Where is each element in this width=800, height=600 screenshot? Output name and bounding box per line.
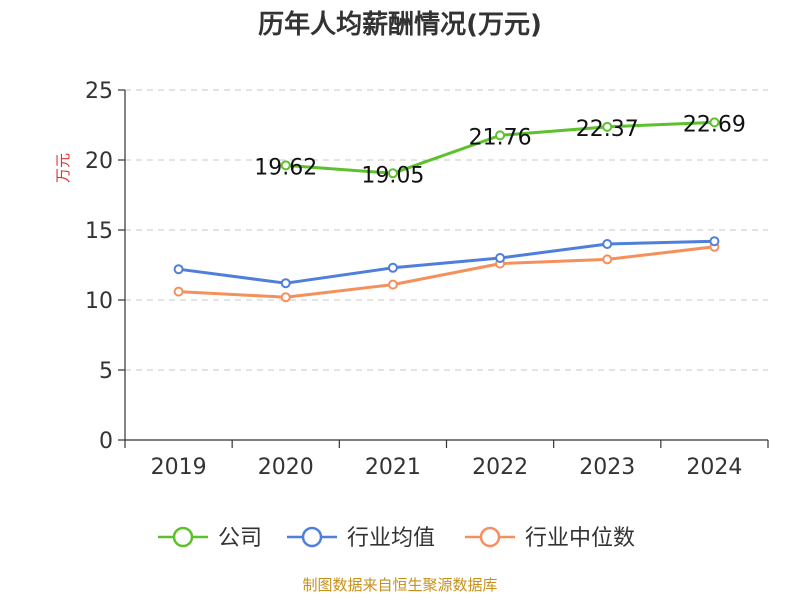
legend-marker — [172, 526, 194, 548]
y-axis-label: 万元 — [54, 153, 72, 183]
legend-item-2[interactable]: 行业均值 — [287, 526, 435, 551]
series-group: 19.62 19.05 21.76 22.37 22.69 — [173, 112, 746, 303]
y-tick-label: 20 — [85, 149, 113, 174]
data-label: 21.76 — [469, 125, 532, 150]
data-point[interactable] — [495, 253, 506, 263]
x-tick-label-2024: 2024 — [686, 455, 742, 480]
legend[interactable]: 公司 行业均值 行业中位数 — [158, 526, 635, 551]
x-tick-label-2019: 2019 — [151, 455, 207, 480]
legend-marker — [479, 526, 501, 548]
data-point[interactable] — [602, 254, 613, 265]
x-tick-label-2022: 2022 — [472, 455, 528, 480]
data-point[interactable] — [602, 239, 613, 249]
data-point[interactable] — [602, 121, 613, 132]
legend-marker — [301, 526, 323, 548]
legend-label: 行业均值 — [347, 526, 435, 551]
axes: 0 5 10 15 20 25 2019 2020 2021 2022 2023 2024 — [85, 79, 769, 480]
data-point[interactable] — [280, 278, 291, 289]
data-label: 22.37 — [576, 117, 639, 142]
chart-title: 历年人均薪酬情况(万元) — [258, 9, 542, 40]
data-point[interactable] — [173, 264, 184, 275]
data-point[interactable] — [387, 168, 398, 179]
source-note: 制图数据来自恒生聚源数据库 — [302, 576, 497, 594]
y-tick-label: 25 — [85, 79, 113, 104]
y-tick-label: 15 — [85, 219, 113, 244]
series-line-2 — [178, 239, 715, 285]
legend-item-3[interactable]: 行业中位数 — [465, 526, 635, 551]
y-tick-label: 5 — [99, 359, 113, 384]
data-point[interactable] — [709, 117, 720, 128]
data-label: 22.69 — [683, 112, 746, 137]
data-point[interactable] — [387, 262, 398, 273]
data-label: 19.05 — [361, 163, 424, 188]
x-tick-label-2023: 2023 — [579, 455, 635, 480]
legend-label: 公司 — [218, 526, 262, 551]
data-point[interactable] — [495, 130, 506, 141]
data-point[interactable] — [709, 236, 720, 247]
data-point[interactable] — [280, 292, 291, 303]
y-tick-label: 10 — [85, 289, 113, 314]
series-line-3 — [178, 245, 715, 299]
legend-label: 行业中位数 — [525, 526, 635, 551]
data-point[interactable] — [173, 286, 184, 297]
series-3 — [173, 241, 720, 303]
data-point[interactable] — [387, 279, 398, 290]
series-1: 19.62 19.05 21.76 22.37 22.69 — [254, 112, 746, 188]
gridlines — [125, 89, 768, 371]
data-point[interactable] — [280, 160, 291, 171]
legend-item-1[interactable]: 公司 — [158, 526, 262, 551]
x-tick-label-2021: 2021 — [365, 455, 421, 480]
y-tick-label: 0 — [99, 429, 113, 454]
series-2 — [173, 236, 720, 289]
x-tick-label-2020: 2020 — [258, 455, 314, 480]
data-label: 19.62 — [254, 155, 317, 180]
